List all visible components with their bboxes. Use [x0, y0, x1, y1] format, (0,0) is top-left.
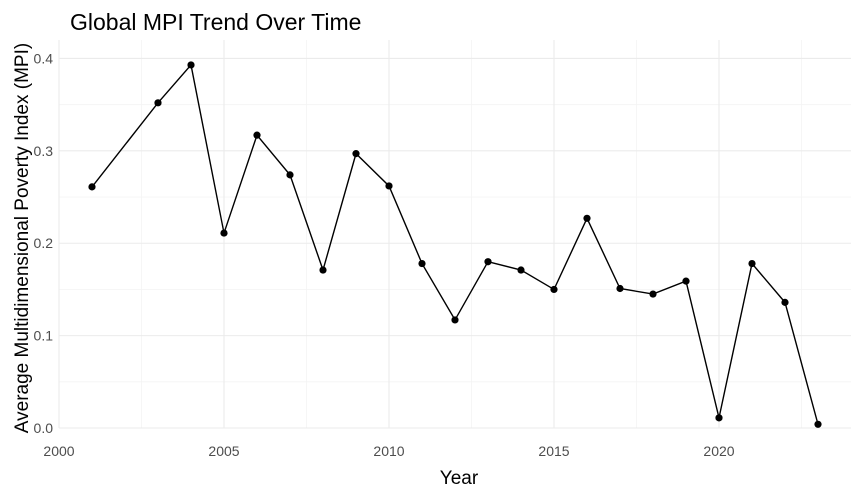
mpi-data-point — [154, 99, 162, 107]
x-tick-label: 2020 — [703, 443, 734, 459]
mpi-data-point — [385, 182, 393, 190]
mpi-data-point — [451, 316, 459, 324]
mpi-data-point — [583, 214, 591, 222]
y-tick-label: 0.1 — [34, 328, 54, 344]
mpi-data-point — [649, 290, 657, 298]
mpi-data-point — [286, 171, 294, 179]
mpi-data-point — [187, 61, 195, 69]
mpi-series — [91, 63, 819, 425]
mpi-data-point — [715, 414, 723, 422]
mpi-data-point — [418, 259, 426, 268]
major-gridlines — [58, 40, 851, 429]
y-tick-label: 0.2 — [34, 235, 54, 251]
y-tick-label: 0.4 — [34, 50, 54, 66]
mpi-data-point — [88, 183, 96, 191]
mpi-data-point — [352, 150, 360, 158]
minor-gridlines — [59, 40, 851, 428]
y-axis-title: Average Multidimensional Poverty Index (… — [12, 43, 33, 433]
mpi-data-points — [88, 61, 822, 428]
y-axis-ticks: 0.0 0.1 0.2 0.3 0.4 — [34, 50, 54, 436]
x-tick-label: 2005 — [208, 443, 239, 459]
x-tick-label: 2000 — [43, 443, 74, 459]
chart-title: Global MPI Trend Over Time — [70, 9, 361, 35]
x-axis-title: Year — [440, 468, 479, 489]
y-tick-label: 0.3 — [34, 143, 54, 159]
mpi-series-line — [91, 63, 819, 425]
mpi-data-point — [484, 258, 492, 266]
mpi-data-point — [748, 259, 756, 268]
mpi-data-point — [616, 284, 624, 293]
mpi-data-point — [781, 298, 789, 306]
mpi-data-point — [517, 266, 525, 274]
x-tick-label: 2015 — [538, 443, 569, 459]
mpi-data-point — [814, 420, 822, 428]
mpi-data-point — [319, 266, 327, 274]
mpi-data-point — [253, 131, 261, 139]
x-axis-ticks: 2000 2005 2010 2015 2020 — [43, 443, 734, 459]
y-tick-label: 0.0 — [34, 420, 54, 436]
mpi-data-point — [220, 229, 228, 237]
x-tick-label: 2010 — [373, 443, 404, 459]
mpi-data-point — [682, 277, 690, 285]
mpi-data-point — [550, 285, 558, 294]
